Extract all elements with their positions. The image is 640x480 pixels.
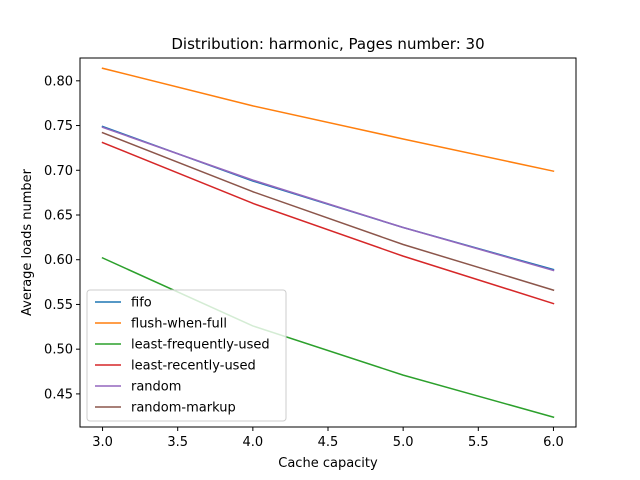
y-axis: 0.45 0.50 0.55 0.60 0.65 0.70 0.75 0.80	[44, 74, 80, 402]
x-tick-label: 4.5	[318, 435, 339, 450]
y-tick-label: 0.70	[44, 164, 73, 179]
x-tick-label: 3.5	[167, 435, 188, 450]
legend-label: least-frequently-used	[131, 338, 270, 353]
series-line-flush-when-full	[101, 67, 555, 173]
x-axis: 3.0 3.5 4.0 4.5 5.0 5.5 6.0	[92, 427, 564, 450]
y-tick-label: 0.80	[44, 74, 73, 89]
legend-label: random-markup	[131, 401, 236, 416]
series-line-random-markup	[101, 131, 555, 292]
y-tick-label: 0.60	[44, 253, 73, 268]
x-tick-label: 5.5	[468, 435, 489, 450]
legend: fifo flush-when-full least-frequently-used…	[86, 289, 287, 422]
x-tick-label: 6.0	[543, 435, 564, 450]
y-axis-label: Average loads number	[20, 168, 35, 316]
legend-label: fifo	[131, 296, 152, 311]
y-tick-label: 0.55	[44, 298, 73, 313]
chart-title: Distribution: harmonic, Pages number: 30	[171, 35, 484, 53]
y-tick-label: 0.45	[44, 387, 73, 402]
legend-label: random	[131, 380, 181, 395]
y-tick-label: 0.75	[44, 119, 73, 134]
series-line-least-recently-used	[101, 141, 555, 305]
legend-box	[86, 289, 287, 422]
y-tick-label: 0.50	[44, 343, 73, 358]
x-tick-label: 3.0	[92, 435, 113, 450]
legend-label: least-recently-used	[131, 359, 256, 374]
series-line-random	[101, 126, 555, 272]
x-axis-label: Cache capacity	[278, 456, 378, 471]
x-tick-label: 4.0	[243, 435, 264, 450]
legend-label: flush-when-full	[131, 317, 227, 332]
y-tick-label: 0.65	[44, 208, 73, 223]
x-tick-label: 5.0	[393, 435, 414, 450]
